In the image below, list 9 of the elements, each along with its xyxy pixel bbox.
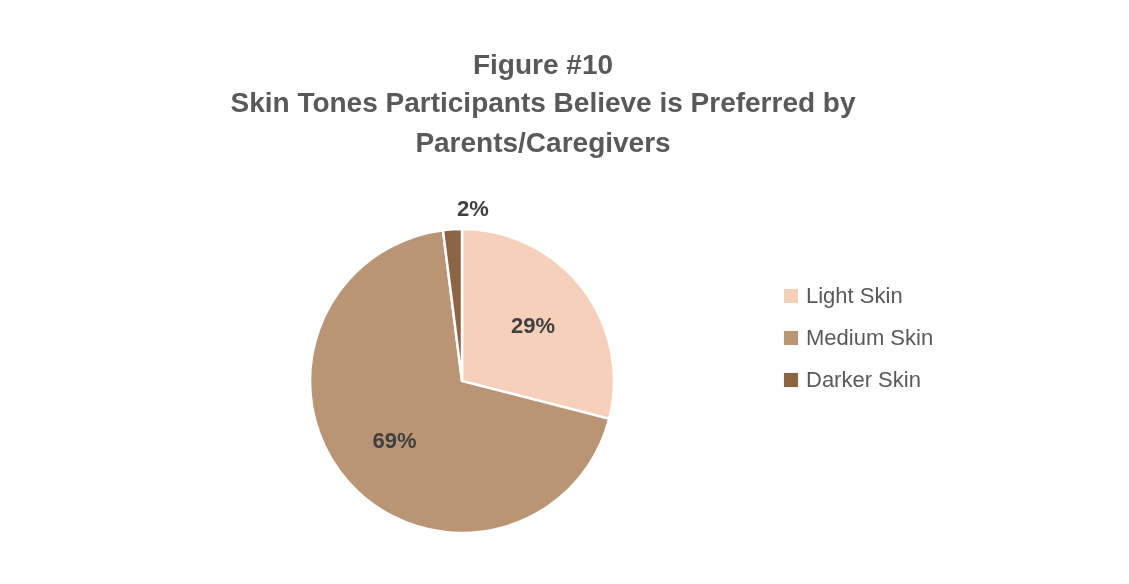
- data-label: 29%: [511, 312, 556, 338]
- legend-label: Light Skin: [806, 283, 903, 308]
- chart-title: Figure #10: [472, 49, 614, 81]
- legend-label: Darker Skin: [806, 367, 921, 392]
- chart-subtitle: Skin Tones Participants Believe is Preferred by Parents/Caregivers: [230, 87, 856, 159]
- legend-label: Medium Skin: [806, 325, 934, 350]
- data-label: 2%: [456, 196, 489, 222]
- pie-slice: [308, 228, 611, 535]
- data-label: 69%: [372, 427, 417, 453]
